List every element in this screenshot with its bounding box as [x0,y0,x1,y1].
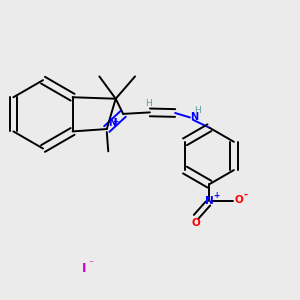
Text: O: O [191,218,200,228]
Text: N: N [205,196,214,206]
Text: -: - [244,190,248,200]
Text: +: + [112,117,118,126]
Text: N: N [108,118,116,128]
Text: H: H [194,106,201,115]
Text: +: + [213,191,219,200]
Text: H: H [145,99,152,108]
Text: I: I [82,262,87,275]
Text: ⁻: ⁻ [88,259,93,269]
Text: N: N [190,112,199,122]
Text: O: O [234,195,243,205]
